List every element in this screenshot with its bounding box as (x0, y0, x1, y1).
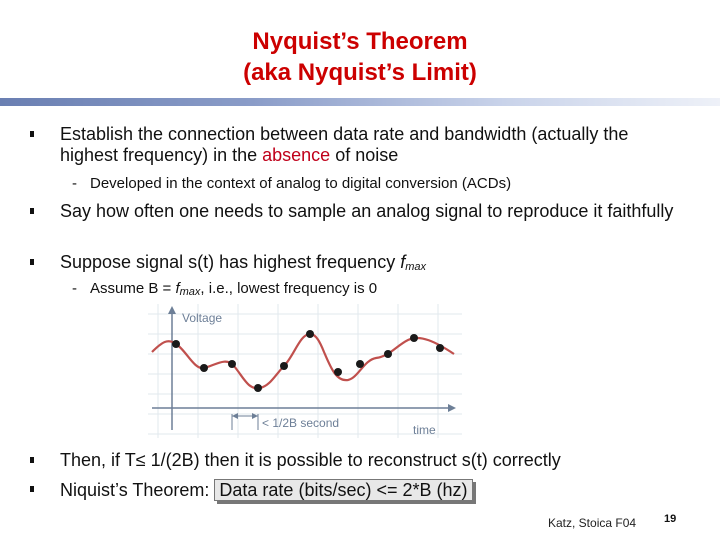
diagram-grid (148, 304, 462, 438)
interval-label: < 1/2B second (262, 416, 339, 430)
x-axis-label: time (413, 423, 436, 437)
title-line-2: (aka Nyquist’s Limit) (243, 59, 477, 86)
diagram-background (148, 304, 462, 438)
sample-point (334, 368, 342, 376)
sample-points (172, 330, 444, 392)
footer-credit: Katz, Stoica F04 (548, 516, 637, 530)
dash-marker: - (72, 280, 77, 297)
sample-point (280, 362, 288, 370)
bullet-text: Niquist’s Theorem: Data rate (bits/sec) … (60, 479, 675, 501)
y-axis-arrow-icon (168, 306, 176, 314)
title-line-1: Nyquist’s Theorem (252, 28, 468, 55)
interval-arrow-left-icon (232, 413, 238, 419)
sample-point (384, 350, 392, 358)
dash-marker: - (72, 175, 77, 192)
interval-arrow-right-icon (252, 413, 258, 419)
title-divider (0, 98, 720, 106)
theorem-box: Data rate (bits/sec) <= 2*B (hz) (214, 479, 473, 501)
sample-point (436, 344, 444, 352)
sample-point (410, 334, 418, 342)
bullet-marker (30, 457, 34, 463)
sample-point (306, 330, 314, 338)
bullet-text: Say how often one needs to sample an ana… (60, 201, 674, 221)
page-number: 19 (664, 513, 677, 525)
bullet-marker (30, 208, 34, 214)
sample-point (228, 360, 236, 368)
slide-title: Nyquist’s Theorem (aka Nyquist’s Limit) (0, 26, 720, 88)
sample-point (356, 360, 364, 368)
bullet-text: Establish the connection between data ra… (60, 124, 629, 165)
sample-point (254, 384, 262, 392)
sub-bullet-text: Assume B = fmax, i.e., lowest frequency … (90, 280, 378, 298)
sampling-diagram: Voltage time < 1/2B second (148, 304, 462, 438)
highlight-absence: absence (262, 145, 331, 165)
bullet-marker (30, 486, 34, 492)
sample-point (200, 364, 208, 372)
sub-bullet-text: Developed in the context of analog to di… (90, 175, 512, 192)
bullet-text: Then, if T≤ 1/(2B) then it is possible t… (60, 450, 561, 470)
bullet-marker (30, 131, 34, 137)
y-axis-label: Voltage (182, 311, 222, 325)
sample-point (172, 340, 180, 348)
x-axis-arrow-icon (448, 404, 456, 412)
bullet-marker (30, 259, 34, 265)
bullet-text: Suppose signal s(t) has highest frequenc… (60, 252, 426, 273)
